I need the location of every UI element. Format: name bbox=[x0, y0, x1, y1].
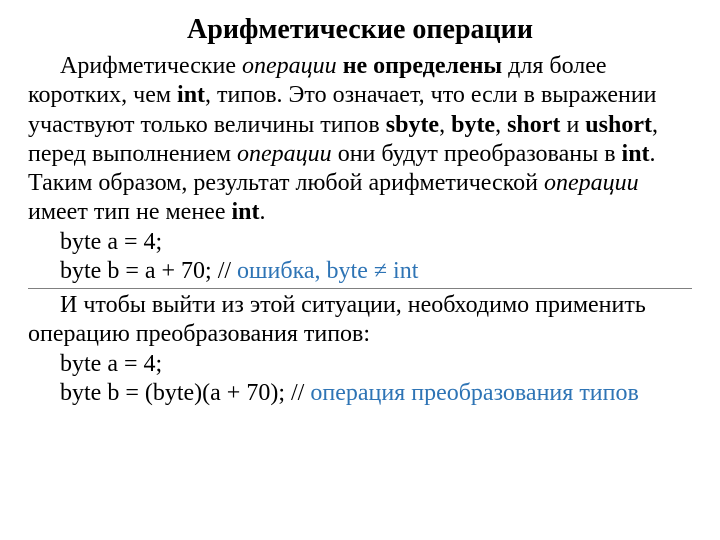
text-bold: не определены bbox=[343, 53, 502, 79]
text: и bbox=[560, 112, 585, 138]
slide: Арифметические операции Арифметические о… bbox=[0, 0, 720, 408]
code-comment: ошибка, byte ≠ int bbox=[237, 258, 418, 284]
text: , bbox=[439, 112, 451, 138]
code-line: byte a = 4; bbox=[28, 350, 692, 379]
text: И чтобы выйти из этой ситуации, необходи… bbox=[28, 292, 646, 347]
page-title: Арифметические операции bbox=[28, 14, 692, 46]
text: они будут преобразованы в bbox=[332, 141, 622, 167]
text: . bbox=[260, 199, 266, 225]
code-comment: операция преобразования типов bbox=[310, 380, 638, 406]
text-bold: short bbox=[507, 112, 560, 138]
code-text: byte a = 4; bbox=[60, 229, 162, 255]
text-bold: int bbox=[622, 141, 650, 167]
code-text: byte b = (byte)(a + 70); // bbox=[60, 380, 310, 406]
code-line: byte a = 4; bbox=[28, 228, 692, 257]
text-bold: sbyte bbox=[386, 112, 439, 138]
paragraph-1: Арифметические операции не определены дл… bbox=[28, 52, 692, 228]
text-italic: операции bbox=[242, 53, 337, 79]
code-line: byte b = a + 70; // ошибка, byte ≠ int bbox=[28, 257, 692, 286]
text-bold: byte bbox=[451, 112, 495, 138]
text-italic: операции bbox=[237, 141, 332, 167]
divider bbox=[28, 288, 692, 289]
text-bold: ushort bbox=[585, 112, 652, 138]
paragraph-2: И чтобы выйти из этой ситуации, необходи… bbox=[28, 291, 692, 350]
text-bold: int bbox=[231, 199, 259, 225]
text-bold: int bbox=[177, 82, 205, 108]
code-text: byte a = 4; bbox=[60, 351, 162, 377]
text: имеет тип не менее bbox=[28, 199, 231, 225]
text: , bbox=[495, 112, 507, 138]
text-italic: операции bbox=[544, 170, 639, 196]
code-text: byte b = a + 70; // bbox=[60, 258, 237, 284]
code-line: byte b = (byte)(a + 70); // операция пре… bbox=[28, 379, 692, 408]
text: Арифметические bbox=[60, 53, 242, 79]
